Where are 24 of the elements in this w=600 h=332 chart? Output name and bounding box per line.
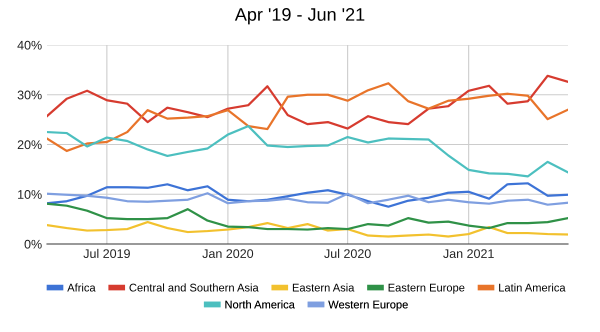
legend-label: Latin America: [499, 283, 566, 292]
legend-label: Africa: [67, 283, 96, 292]
x-tick-label: Jan 2020: [202, 249, 254, 258]
line-series: [47, 74, 568, 130]
y-tick-label: 30%: [18, 90, 42, 100]
y-tick-label: 20%: [18, 140, 42, 150]
legend-label: North America: [225, 300, 295, 308]
line-series: [47, 192, 568, 206]
chart-title: Apr '19 - Jun '21: [234, 8, 364, 24]
legend-label: Central and Southern Asia: [130, 283, 259, 292]
line-series: [47, 182, 568, 208]
legend-label: Western Europe: [328, 300, 408, 311]
line-series: [47, 82, 568, 152]
line-series: [47, 221, 568, 238]
y-tick-label: 0%: [24, 240, 42, 249]
line-series: [47, 202, 568, 231]
x-tick-label: Jul 2019: [83, 248, 130, 258]
y-tick-label: 10%: [18, 190, 42, 199]
legend-label: Eastern Asia: [292, 283, 354, 292]
x-tick-label: Jan 2021: [443, 249, 494, 258]
y-tick-label: 40%: [17, 40, 42, 50]
line-series: [47, 124, 568, 178]
legend-label: Eastern Europe: [388, 284, 464, 294]
x-tick-label: Jul 2020: [324, 248, 371, 258]
